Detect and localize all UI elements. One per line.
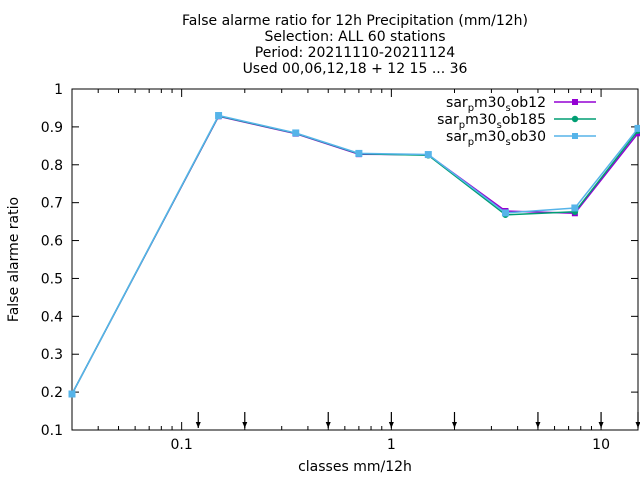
x-tick-label: 10 <box>592 437 610 453</box>
chart-title-line: Selection: ALL 60 stations <box>264 29 445 45</box>
y-tick-label: 0.5 <box>41 271 63 287</box>
y-tick-label: 0.3 <box>41 347 63 363</box>
threshold-marker-head <box>388 422 394 428</box>
y-axis: 0.1 0.2 0.3 0.4 0.5 0.6 0.7 0.8 0.9 1 <box>41 82 638 439</box>
x-tick-label: 0.1 <box>171 437 193 453</box>
y-tick-label: 0.7 <box>41 196 63 212</box>
legend-label-ob30: sarpm30sob30 <box>446 129 546 148</box>
point-ob30 <box>355 149 363 157</box>
legend-text-part: p <box>468 137 474 148</box>
bottom-markers <box>195 412 640 428</box>
point-ob30 <box>501 209 509 217</box>
x-tick-label: 1 <box>387 437 396 453</box>
series-layer <box>68 112 640 398</box>
point-ob30 <box>424 151 432 159</box>
series-line-ob185 <box>71 115 639 395</box>
y-axis-label: False alarme ratio <box>6 197 22 322</box>
legend-label-ob12: sarpm30sob12 <box>446 95 546 114</box>
series-line-ob12 <box>71 115 639 395</box>
plot-frame <box>71 88 639 431</box>
threshold-marker-head <box>195 422 201 428</box>
legend-text-part: s <box>506 137 511 148</box>
legend-text-part: s <box>506 103 511 114</box>
legend-text-part: sar <box>437 112 459 128</box>
y-tick-label: 0.6 <box>41 234 63 250</box>
y-tick-label: 0.9 <box>41 120 63 136</box>
legend-text-part: m30 <box>465 112 496 128</box>
point-ob30 <box>68 390 76 398</box>
y-tick-label: 0.1 <box>41 423 63 439</box>
threshold-marker-head <box>242 422 248 428</box>
threshold-marker-head <box>535 422 541 428</box>
threshold-marker-head <box>598 422 604 428</box>
legend-text-part: ob185 <box>502 112 546 128</box>
point-ob30 <box>292 129 300 137</box>
chart-title-line: Used 00,06,12,18 + 12 15 ... 36 <box>243 61 468 77</box>
legend-swatch-point-ob185 <box>571 115 579 123</box>
legend-text-part: p <box>459 120 465 131</box>
y-tick-label: 0.8 <box>41 158 63 174</box>
threshold-marker-head <box>325 422 331 428</box>
legend-text-part: ob30 <box>511 129 546 145</box>
y-tick-label: 0.2 <box>41 385 63 401</box>
legend-text-part: p <box>468 103 474 114</box>
x-axis-label: classes mm/12h <box>298 459 412 475</box>
chart-title-line: False alarme ratio for 12h Precipitation… <box>182 13 528 29</box>
point-ob30 <box>571 204 579 212</box>
chart-title-block: False alarme ratio for 12h Precipitation… <box>182 13 528 77</box>
legend-swatch-point-ob30 <box>572 133 578 139</box>
threshold-marker-head <box>635 422 640 428</box>
threshold-marker-head <box>451 422 457 428</box>
legend-text-part: ob12 <box>511 95 546 111</box>
legend-text-part: sar <box>446 95 468 111</box>
legend-swatch-point-ob12 <box>572 99 578 105</box>
point-ob30 <box>634 124 640 132</box>
legend-label-ob185: sarpm30sob185 <box>437 112 546 131</box>
y-tick-label: 0.4 <box>41 309 63 325</box>
legend-text-part: m30 <box>474 129 505 145</box>
legend-text-part: s <box>497 120 502 131</box>
series-line-ob30 <box>71 114 639 395</box>
legend-text-part: m30 <box>474 95 505 111</box>
legend-text-part: sar <box>446 129 468 145</box>
point-ob30 <box>215 112 223 120</box>
chart-title-line: Period: 20211110-20211124 <box>255 45 455 61</box>
y-tick-label: 1 <box>54 82 63 98</box>
x-axis: 0.1 1 10 <box>71 89 610 453</box>
